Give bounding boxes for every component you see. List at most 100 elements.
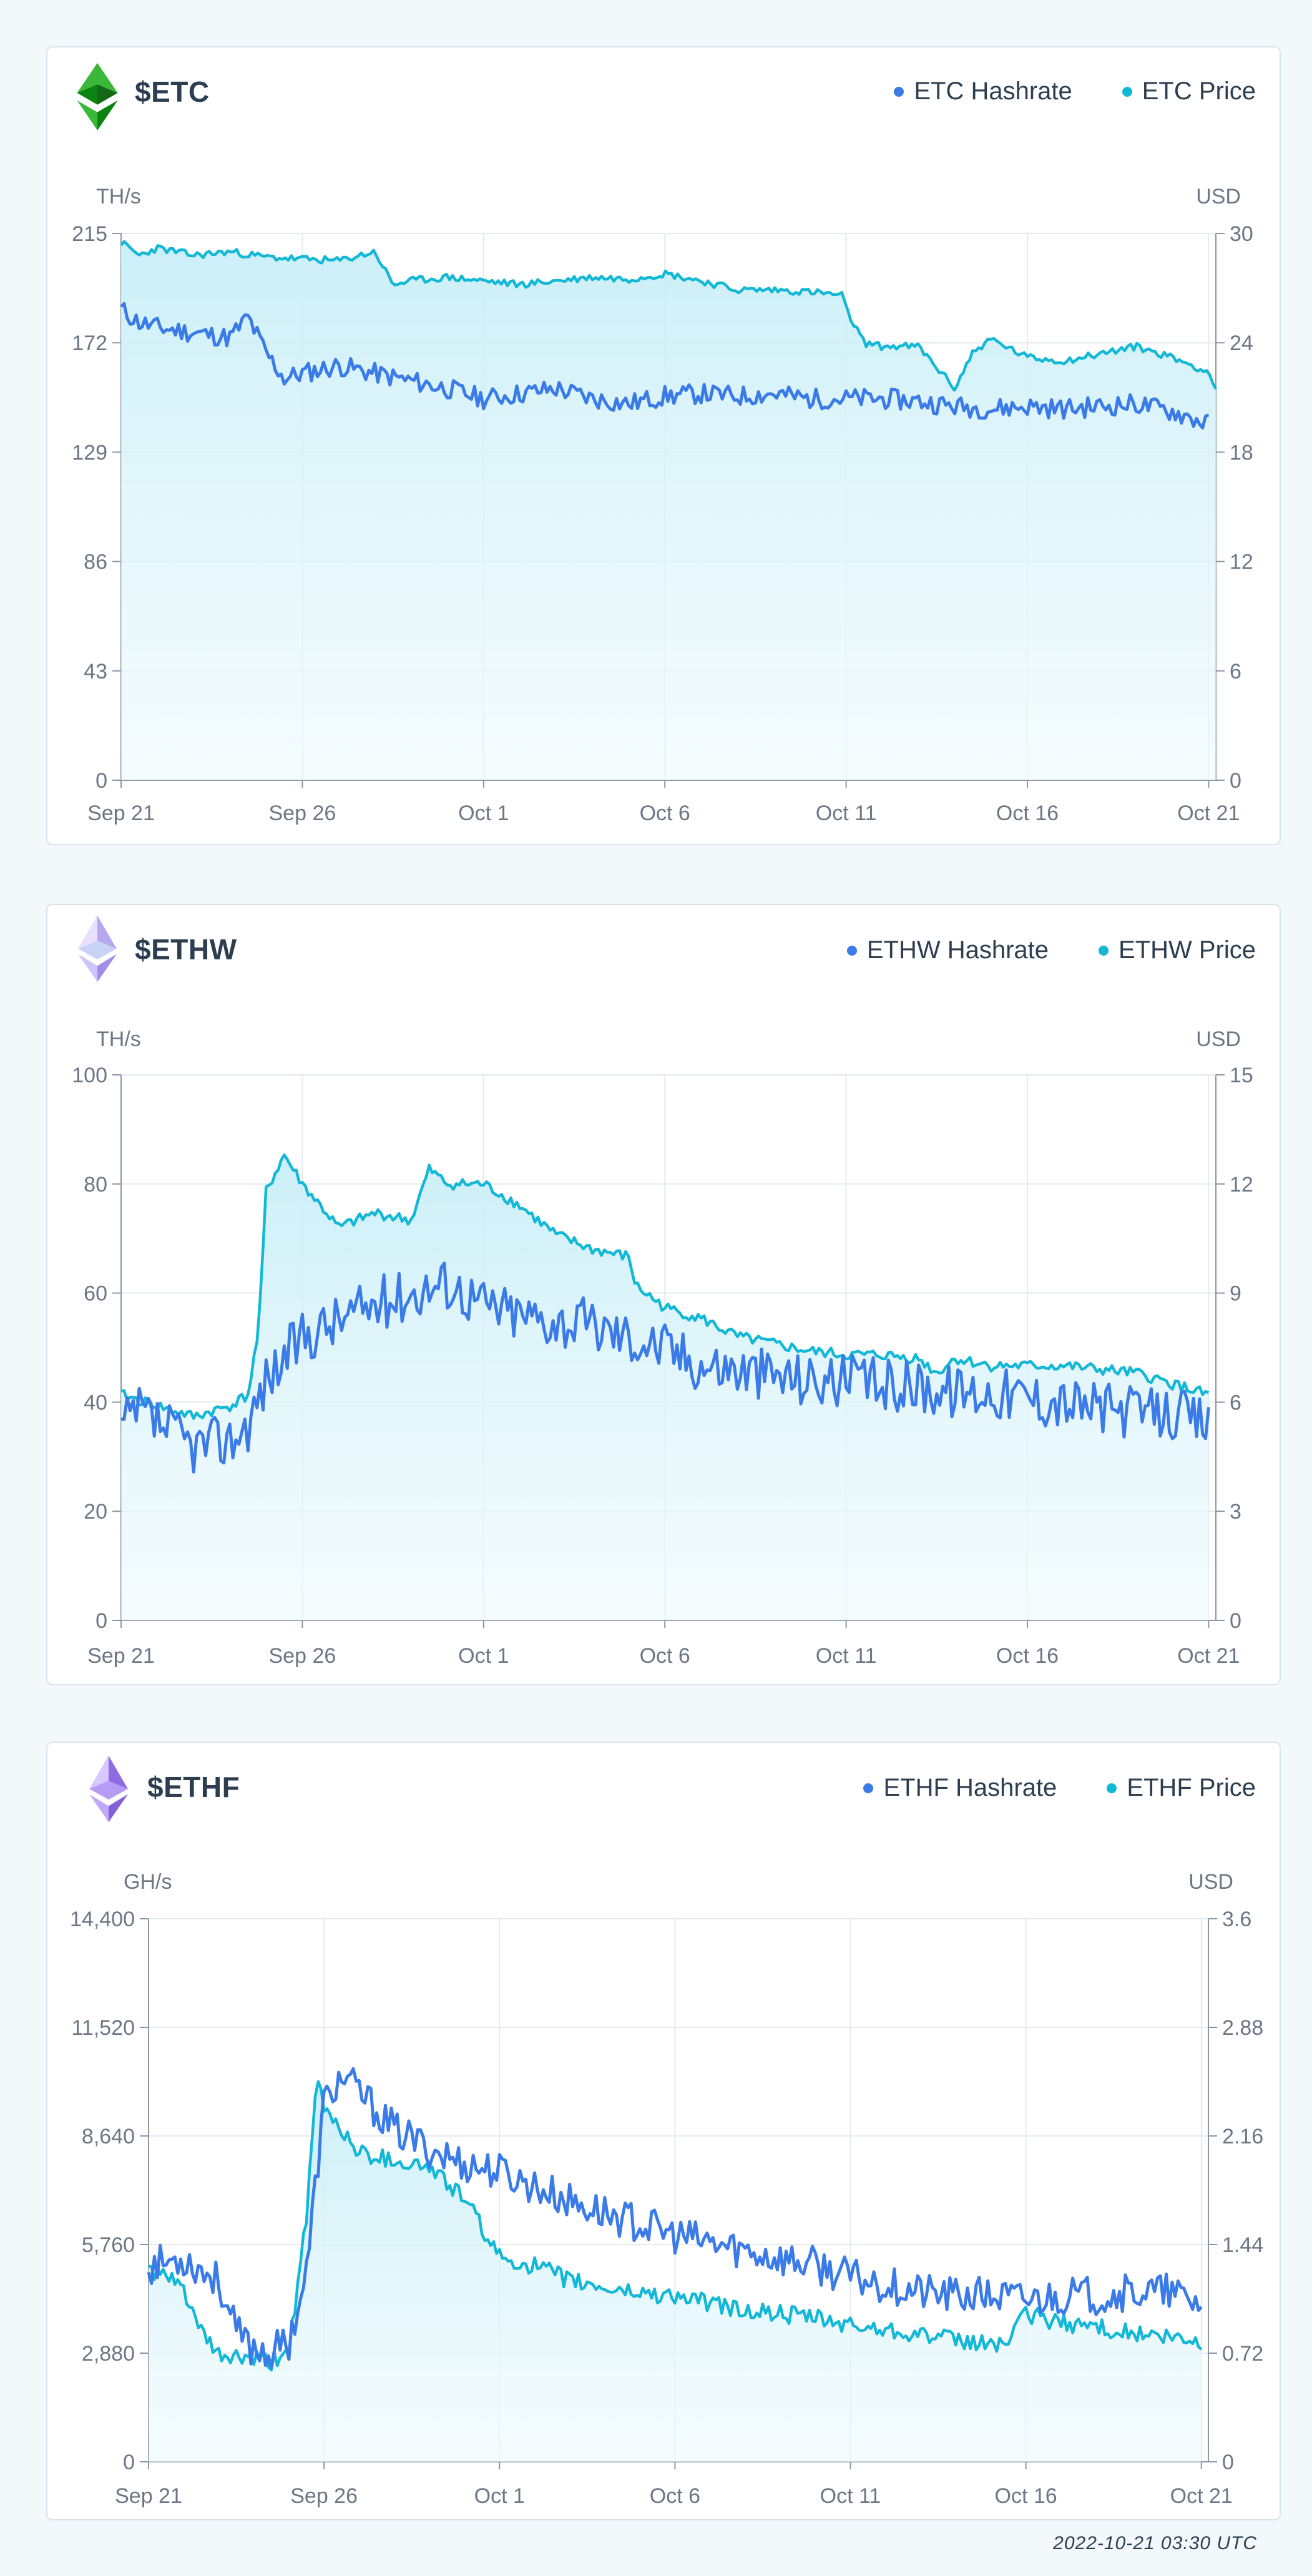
- y-unit-label-right: USD: [1188, 1870, 1233, 1894]
- legend-label: ETHW Price: [1119, 936, 1256, 964]
- y-tick-label-right: 1.44: [1222, 2233, 1263, 2257]
- series-line-price: [120, 240, 1217, 392]
- ethw-chart: 0 0 20 3 40 6 60 9 80 12 100 15 Sep 21 Sep 26 Oct 1 Oct…: [72, 1027, 1253, 1668]
- etc-legend: ETC Hashrate ETC Price: [894, 77, 1256, 105]
- x-tick-label: Oct 16: [995, 2484, 1057, 2508]
- legend-dot: [846, 945, 857, 956]
- series-line-hashrate: [120, 1261, 1210, 1474]
- y-tick-label-left: 0: [123, 2451, 135, 2474]
- y-tick-label-right: 0.72: [1222, 2342, 1263, 2366]
- y-unit-label-right: USD: [1196, 185, 1241, 208]
- x-tick-label: Oct 21: [1177, 801, 1240, 825]
- y-tick-label-right: 12: [1230, 551, 1253, 574]
- legend-item-ethf-price[interactable]: ETHF Price: [1107, 1774, 1256, 1802]
- legend-label: ETC Price: [1142, 77, 1256, 105]
- legend-item-ethf-hashrate[interactable]: ETHF Hashrate: [863, 1774, 1057, 1802]
- etc-card-header: $ETC ETC Hashrate ETC Price: [47, 47, 1280, 141]
- y-unit-label-right: USD: [1196, 1027, 1241, 1051]
- legend-label: ETHF Hashrate: [883, 1774, 1057, 1801]
- x-tick-label: Oct 11: [816, 801, 877, 825]
- y-tick-label-right: 15: [1230, 1064, 1253, 1087]
- y-tick-label-left: 86: [84, 551, 107, 574]
- legend-item-etc-hashrate[interactable]: ETC Hashrate: [894, 77, 1072, 105]
- price-area: [149, 2082, 1202, 2462]
- legend-item-ethw-hashrate[interactable]: ETHW Hashrate: [846, 936, 1049, 964]
- etc-logo-icon: [77, 62, 118, 130]
- etc-ticker: $ETC: [135, 76, 210, 108]
- y-tick-label-right: 18: [1230, 441, 1253, 464]
- series-line-hashrate: [120, 301, 1210, 430]
- x-tick-label: Oct 21: [1170, 2484, 1233, 2508]
- legend-item-etc-price[interactable]: ETC Price: [1122, 77, 1256, 105]
- ethf-ticker: $ETHF: [147, 1771, 240, 1803]
- x-tick-label: Sep 21: [87, 1644, 155, 1668]
- y-tick-label-left: 43: [84, 660, 107, 683]
- y-tick-label-right: 0: [1222, 2451, 1234, 2474]
- y-tick-label-right: 0: [1230, 769, 1241, 793]
- legend-dot: [1122, 86, 1132, 97]
- ethf-legend: ETHF Hashrate ETHF Price: [863, 1774, 1256, 1802]
- y-tick-label-left: 0: [95, 769, 107, 793]
- x-tick-label: Oct 11: [820, 2484, 881, 2508]
- ethw-logo-icon: [78, 915, 117, 982]
- x-tick-label: Sep 26: [269, 801, 336, 825]
- x-tick-label: Sep 21: [115, 2484, 182, 2508]
- x-tick-label: Oct 16: [996, 801, 1059, 825]
- y-tick-label-right: 0: [1230, 1609, 1241, 1633]
- x-tick-label: Sep 26: [269, 1644, 336, 1668]
- y-tick-label-right: 12: [1230, 1173, 1253, 1197]
- x-tick-label: Oct 6: [640, 801, 690, 825]
- legend-item-ethw-price[interactable]: ETHW Price: [1099, 936, 1256, 964]
- legend-label: ETHF Price: [1127, 1774, 1256, 1801]
- legend-dot: [863, 1783, 874, 1793]
- y-tick-label-left: 2,880: [82, 2342, 135, 2366]
- legend-dot: [1107, 1783, 1117, 1793]
- y-tick-label-right: 6: [1230, 660, 1241, 683]
- y-tick-label-right: 2.88: [1222, 2016, 1263, 2040]
- y-tick-label-left: 100: [72, 1064, 107, 1087]
- y-tick-label-left: 11,520: [72, 2016, 135, 2040]
- x-tick-label: Oct 11: [816, 1644, 877, 1668]
- y-tick-label-right: 3: [1230, 1500, 1241, 1524]
- legend-dot: [1099, 945, 1109, 956]
- y-unit-label-left: GH/s: [124, 1870, 172, 1894]
- ethw-card-header: $ETHW ETHW Hashrate ETHW Price: [47, 905, 1280, 999]
- y-tick-label-right: 24: [1230, 331, 1253, 355]
- series-line-hashrate: [147, 2067, 1203, 2369]
- y-tick-label-right: 2.16: [1222, 2125, 1263, 2148]
- y-tick-label-left: 5,760: [82, 2233, 135, 2257]
- ethf-chart-card: 0 0 2,880 0.72 5,760 1.44 8,640 2.16 11,520 2.88 1…: [46, 1741, 1281, 2520]
- x-tick-label: Oct 16: [996, 1644, 1059, 1668]
- y-tick-label-left: 80: [84, 1173, 107, 1197]
- x-tick-label: Sep 26: [290, 2484, 358, 2508]
- legend-label: ETC Hashrate: [914, 77, 1072, 105]
- legend-dot: [894, 86, 904, 97]
- price-area: [121, 241, 1216, 780]
- y-tick-label-right: 6: [1230, 1391, 1241, 1414]
- y-tick-label-left: 14,400: [70, 1908, 135, 1931]
- y-tick-label-right: 30: [1230, 222, 1253, 246]
- x-tick-label: Oct 6: [640, 1644, 690, 1668]
- ethw-chart-card: 0 0 20 3 40 6 60 9 80 12 100 15 Sep 21 Sep 26 Oct 1 Oct…: [46, 904, 1281, 1685]
- y-tick-label-left: 8,640: [82, 2125, 135, 2148]
- x-tick-label: Oct 1: [458, 1644, 509, 1668]
- y-tick-label-left: 0: [95, 1609, 107, 1633]
- x-tick-label: Oct 21: [1177, 1644, 1240, 1668]
- legend-label: ETHW Hashrate: [866, 936, 1049, 964]
- y-unit-label-left: TH/s: [96, 1027, 141, 1051]
- ethf-chart: 0 0 2,880 0.72 5,760 1.44 8,640 2.16 11,520 2.88 1…: [70, 1870, 1263, 2508]
- ethw-legend: ETHW Hashrate ETHW Price: [846, 936, 1256, 964]
- ethw-ticker: $ETHW: [135, 933, 237, 966]
- y-tick-label-left: 172: [72, 331, 107, 355]
- ethf-logo-icon: [89, 1755, 128, 1823]
- series-line-price: [148, 2080, 1203, 2372]
- y-tick-label-left: 60: [84, 1282, 107, 1306]
- y-tick-label-left: 20: [84, 1500, 107, 1524]
- etc-chart-card: 0 0 43 6 86 12 129 18 172 24 215 30 Sep 21 Sep 26 Oct …: [46, 46, 1281, 845]
- y-tick-label-right: 3.6: [1222, 1908, 1251, 1931]
- timestamp: 2022-10-21 03:30 UTC: [1053, 2533, 1257, 2554]
- x-tick-label: Oct 1: [474, 2484, 525, 2508]
- y-tick-label-left: 40: [84, 1391, 107, 1414]
- etc-chart: 0 0 43 6 86 12 129 18 172 24 215 30 Sep 21 Sep 26 Oct …: [72, 185, 1253, 825]
- y-tick-label-right: 9: [1230, 1282, 1241, 1306]
